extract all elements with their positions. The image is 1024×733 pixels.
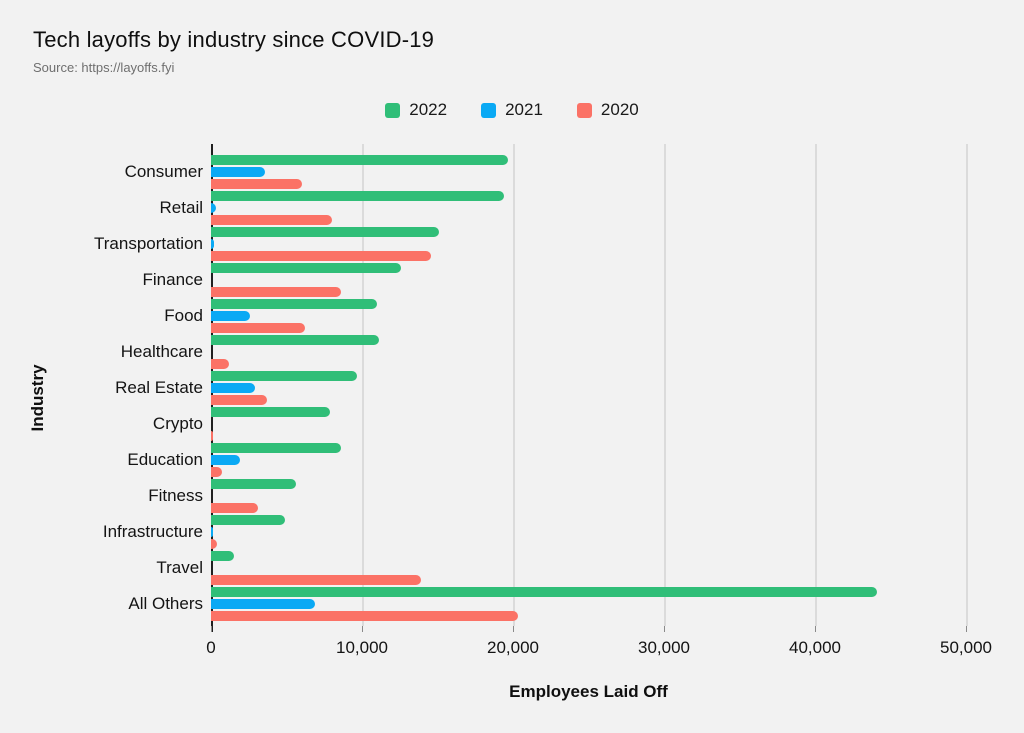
category-label-fitness: Fitness bbox=[148, 486, 203, 505]
bar-food-2020 bbox=[211, 323, 305, 333]
category-label-travel: Travel bbox=[156, 558, 203, 577]
x-tick-label: 20,000 bbox=[487, 638, 539, 657]
bar-all-others-2020 bbox=[211, 611, 518, 621]
bar-fitness-2020 bbox=[211, 503, 258, 513]
x-tick-label: 10,000 bbox=[336, 638, 388, 657]
bar-healthcare-2022 bbox=[211, 335, 379, 345]
category-label-all-others: All Others bbox=[128, 594, 203, 613]
gridline-50000 bbox=[966, 144, 968, 626]
bar-food-2021 bbox=[211, 311, 250, 321]
bar-finance-2022 bbox=[211, 263, 401, 273]
x-tick-mark bbox=[966, 626, 967, 632]
bar-transportation-2021 bbox=[211, 239, 214, 249]
bar-retail-2020 bbox=[211, 215, 332, 225]
legend-swatch-2022 bbox=[385, 102, 401, 118]
legend: 2022 2021 2020 bbox=[0, 99, 1024, 121]
bar-fitness-2022 bbox=[211, 479, 296, 489]
bar-infrastructure-2021 bbox=[211, 527, 213, 537]
gridline-40000 bbox=[815, 144, 817, 626]
legend-label: 2020 bbox=[600, 100, 639, 119]
bar-consumer-2021 bbox=[211, 167, 265, 177]
legend-label: 2022 bbox=[409, 100, 448, 119]
bar-infrastructure-2020 bbox=[211, 539, 217, 549]
category-label-education: Education bbox=[127, 450, 203, 469]
chart-title: Tech layoffs by industry since COVID-19 bbox=[33, 27, 435, 52]
legend-swatch-2021 bbox=[481, 102, 497, 118]
category-label-crypto: Crypto bbox=[152, 414, 203, 433]
bar-education-2021 bbox=[211, 455, 240, 465]
chart-source: Source: https://layoffs.fyi bbox=[33, 60, 175, 75]
x-tick-mark bbox=[513, 626, 514, 632]
y-axis-title: Industry bbox=[28, 364, 47, 432]
category-label-infrastructure: Infrastructure bbox=[102, 522, 203, 541]
bar-real-estate-2020 bbox=[211, 395, 267, 405]
gridline-30000 bbox=[664, 144, 666, 626]
x-tick-mark bbox=[211, 626, 212, 632]
legend-item-2021: 2021 bbox=[481, 100, 543, 120]
category-label-consumer: Consumer bbox=[124, 162, 203, 181]
bar-travel-2022 bbox=[211, 551, 234, 561]
bar-infrastructure-2022 bbox=[211, 515, 285, 525]
x-tick-mark bbox=[664, 626, 665, 632]
category-label-real-estate: Real Estate bbox=[115, 378, 203, 397]
x-tick-label: 50,000 bbox=[940, 638, 992, 657]
x-tick-mark bbox=[362, 626, 363, 632]
bar-transportation-2022 bbox=[211, 227, 439, 237]
category-label-retail: Retail bbox=[159, 198, 203, 217]
legend-label: 2021 bbox=[505, 100, 543, 119]
bar-real-estate-2022 bbox=[211, 371, 357, 381]
category-label-food: Food bbox=[164, 306, 203, 325]
bar-food-2022 bbox=[211, 299, 377, 309]
bar-all-others-2021 bbox=[211, 599, 315, 609]
bar-retail-2021 bbox=[211, 203, 216, 213]
bar-education-2020 bbox=[211, 467, 222, 477]
x-axis-title: Employees Laid Off bbox=[509, 682, 668, 701]
bar-consumer-2022 bbox=[211, 155, 508, 165]
plot-area: 0 10,000 20,000 30,000 40,000 50,000 bbox=[206, 144, 1011, 657]
bar-all-others-2022 bbox=[211, 587, 877, 597]
gridline-10000 bbox=[362, 144, 364, 626]
legend-item-2022: 2022 bbox=[385, 100, 447, 120]
legend-item-2020: 2020 bbox=[576, 100, 639, 120]
x-tick-label: 0 bbox=[206, 638, 216, 657]
bar-real-estate-2021 bbox=[211, 383, 255, 393]
bar-travel-2020 bbox=[211, 575, 421, 585]
category-label-finance: Finance bbox=[142, 270, 203, 289]
bar-transportation-2020 bbox=[211, 251, 431, 261]
bar-crypto-2020 bbox=[211, 431, 213, 441]
bar-education-2022 bbox=[211, 443, 341, 453]
bar-retail-2022 bbox=[211, 191, 504, 201]
legend-swatch-2020 bbox=[576, 102, 592, 118]
bar-healthcare-2020 bbox=[211, 359, 229, 369]
category-label-transportation: Transportation bbox=[94, 234, 203, 253]
gridline-20000 bbox=[513, 144, 515, 626]
x-tick-mark bbox=[815, 626, 816, 632]
bar-consumer-2020 bbox=[211, 179, 302, 189]
x-tick-label: 40,000 bbox=[789, 638, 841, 657]
category-label-healthcare: Healthcare bbox=[120, 342, 203, 361]
bar-finance-2020 bbox=[211, 287, 341, 297]
x-tick-label: 30,000 bbox=[638, 638, 690, 657]
bar-crypto-2022 bbox=[211, 407, 330, 417]
